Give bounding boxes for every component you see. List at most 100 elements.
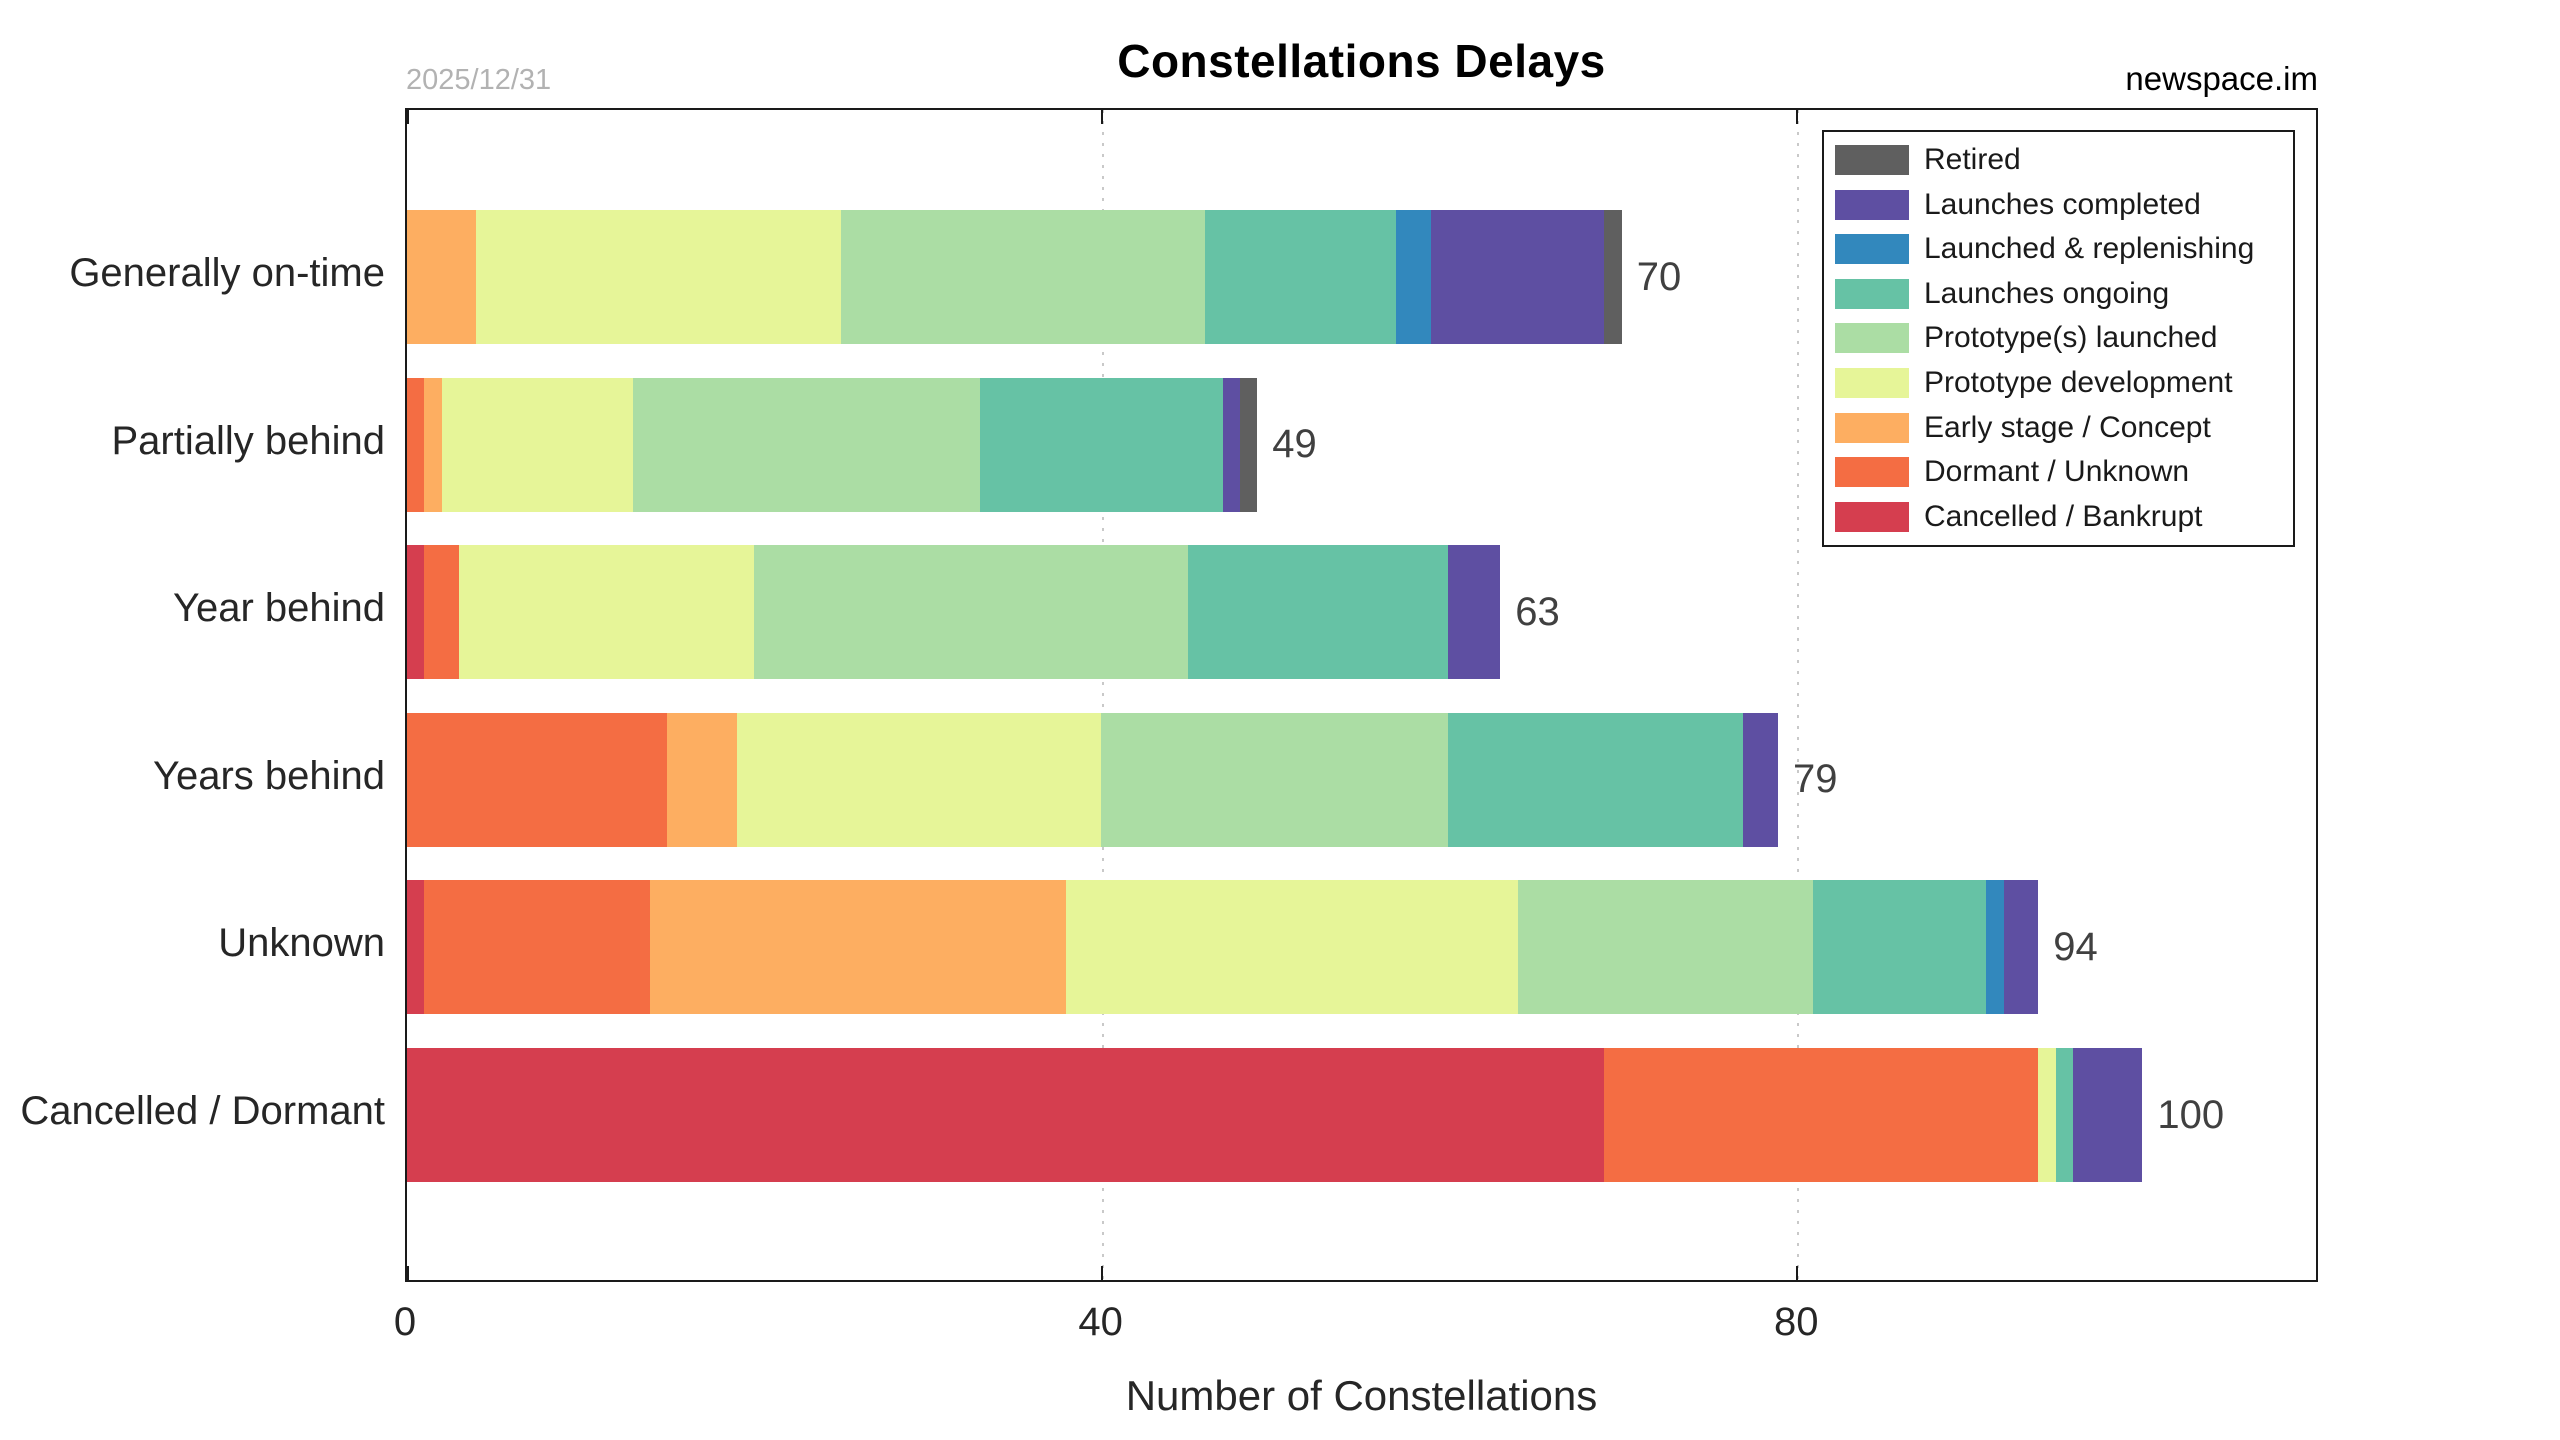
- bar-total-label: 70: [1636, 254, 1682, 299]
- legend-label: Launches ongoing: [1924, 276, 2170, 310]
- bar-segment: [2003, 880, 2039, 1015]
- bar-row-2: 49: [407, 377, 2316, 512]
- legend-label: Retired: [1924, 143, 2021, 177]
- legend-swatch-icon: [1835, 189, 1909, 220]
- legend-item: Launches completed: [1824, 185, 2293, 225]
- tick-mark-top-0: [407, 110, 409, 124]
- tick-mark-bottom-40: [1100, 1266, 1103, 1280]
- bar-total-label: 63: [1515, 589, 1560, 634]
- chart-title: Constellations Delays: [1117, 35, 1606, 87]
- bar-row-6: 100: [407, 1048, 2316, 1182]
- category-label: Year behind: [172, 586, 385, 631]
- bar-segment: [649, 880, 1067, 1015]
- bar-total-label: 49: [1272, 422, 1317, 467]
- bar-segment: [1448, 545, 1501, 680]
- legend-label: Early stage / Concept: [1924, 410, 2211, 444]
- legend-item: Launched & replenishing: [1824, 229, 2293, 269]
- category-label: Unknown: [218, 921, 385, 966]
- bar-segment: [979, 377, 1223, 512]
- legend-label: Launches completed: [1924, 187, 2201, 221]
- bar-segment: [1396, 210, 1431, 344]
- bar-segment: [407, 545, 425, 680]
- category-label: Cancelled / Dormant: [20, 1089, 385, 1133]
- x-tick-label-80: 80: [1774, 1300, 1819, 1344]
- bar-total-label: 100: [2157, 1092, 2225, 1137]
- legend-item: Retired: [1824, 140, 2293, 180]
- bar-segment: [424, 377, 442, 512]
- bar-segment: [407, 210, 477, 344]
- bar-segment: [1205, 210, 1397, 344]
- bar-segment: [1101, 712, 1449, 847]
- bar-segment: [1066, 880, 1518, 1015]
- bar-row-4: 79: [407, 712, 2316, 847]
- legend-swatch-icon: [1835, 145, 1909, 176]
- bar-segment: [2038, 1048, 2056, 1182]
- bar-segment: [1986, 880, 2004, 1015]
- bar-segment: [2055, 1048, 2073, 1182]
- bar-segment: [1239, 377, 1258, 512]
- bar-segment: [1187, 545, 1449, 680]
- bar-segment: [1517, 880, 1813, 1015]
- legend-item: Early stage / Concept: [1824, 408, 2293, 448]
- legend-item: Launches ongoing: [1824, 274, 2293, 314]
- tick-mark-top-40: [1100, 110, 1103, 124]
- category-label: Generally on-time: [69, 251, 385, 295]
- gridline-x-80: [1797, 110, 1800, 1280]
- bar-segment: [441, 377, 633, 512]
- legend-item: Prototype(s) launched: [1824, 318, 2293, 358]
- bar-segment: [407, 1048, 1605, 1182]
- legend-swatch-icon: [1835, 234, 1909, 265]
- bar-segment: [840, 210, 1206, 344]
- legend-label: Cancelled / Bankrupt: [1924, 499, 2203, 533]
- bar-segment: [424, 545, 460, 680]
- bar-segment: [1604, 210, 1622, 344]
- bar-segment: [459, 545, 755, 680]
- bar-segment: [407, 880, 425, 1015]
- bar-segment: [667, 712, 737, 847]
- bar-segment: [1812, 880, 1987, 1015]
- legend-label: Prototype(s) launched: [1924, 321, 2218, 355]
- bar-row-1: 70: [407, 210, 2316, 344]
- legend-swatch-icon: [1835, 501, 1909, 532]
- bar-segment: [407, 377, 425, 512]
- legend-swatch-icon: [1835, 368, 1909, 398]
- bar-row-5: 94: [407, 880, 2316, 1015]
- bar-total-label: 94: [2053, 924, 2098, 969]
- legend-box: Retired Launches completed Launched & repl…: [1822, 130, 2295, 547]
- legend-swatch-icon: [1835, 412, 1909, 443]
- category-label: Years behind: [152, 753, 385, 798]
- bar-segment: [1604, 1048, 2039, 1182]
- bar-segment: [736, 712, 1102, 847]
- bar-segment: [407, 712, 668, 847]
- legend-label: Dormant / Unknown: [1924, 455, 2190, 489]
- bar-segment: [1222, 377, 1240, 512]
- bar-segment: [754, 545, 1188, 680]
- source-watermark: newspace.im: [2125, 60, 2318, 97]
- bar-row-3: 63: [407, 545, 2316, 680]
- tick-mark-bottom-0: [407, 1266, 409, 1280]
- legend-label: Prototype development: [1924, 366, 2233, 399]
- tick-mark-top-80: [1796, 110, 1799, 124]
- x-tick-label-40: 40: [1078, 1300, 1123, 1344]
- date-annotation: 2025/12/31: [406, 64, 552, 96]
- bar-segment: [1743, 712, 1778, 847]
- bar-total-label: 79: [1792, 757, 1838, 802]
- bar-segment: [476, 210, 841, 344]
- legend-item: Dormant / Unknown: [1824, 452, 2293, 492]
- legend-swatch-icon: [1835, 278, 1909, 309]
- x-axis-title: Number of Constellations: [1125, 1372, 1598, 1419]
- gridline-x-40: [1101, 110, 1104, 1280]
- x-tick-label-0: 0: [393, 1300, 417, 1344]
- legend-item: Cancelled / Bankrupt: [1824, 497, 2293, 537]
- bar-segment: [2073, 1048, 2143, 1182]
- legend-swatch-icon: [1835, 457, 1909, 488]
- bar-segment: [1430, 210, 1605, 344]
- tick-mark-bottom-80: [1796, 1266, 1799, 1280]
- legend-swatch-icon: [1835, 323, 1909, 354]
- bar-segment: [1448, 712, 1744, 847]
- bar-segment: [424, 880, 650, 1015]
- legend-item: Prototype development: [1824, 363, 2293, 403]
- legend-label: Launched & replenishing: [1924, 232, 2255, 266]
- category-label: Partially behind: [111, 418, 386, 463]
